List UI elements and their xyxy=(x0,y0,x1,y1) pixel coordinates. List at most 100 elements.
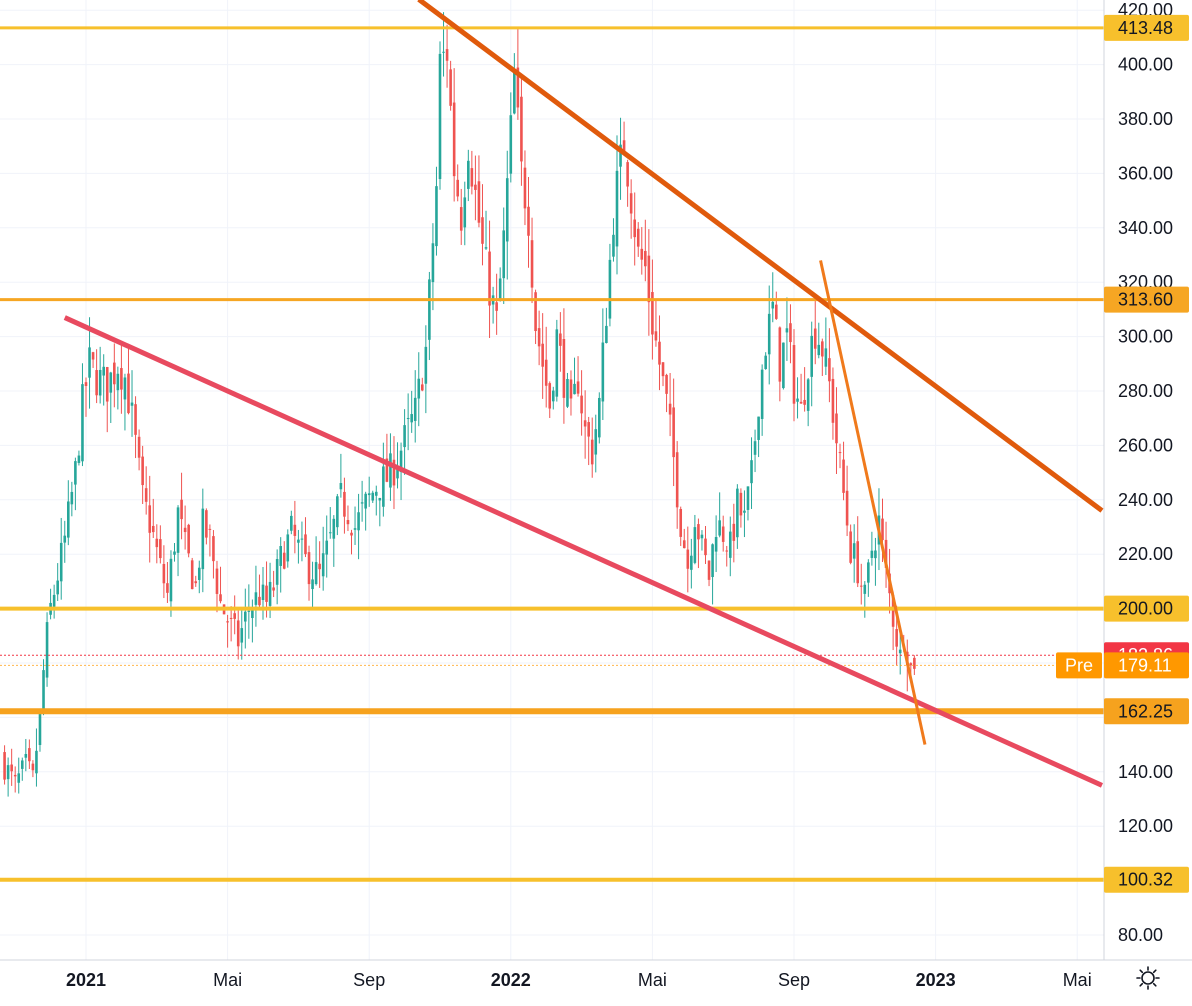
candle-22 xyxy=(81,363,84,467)
candle-93 xyxy=(332,515,336,567)
candle-34 xyxy=(123,373,127,431)
candle-174 xyxy=(619,117,622,200)
candle-17 xyxy=(63,520,67,563)
candle-81 xyxy=(290,510,293,535)
candle-185 xyxy=(658,315,661,391)
svg-text:Pre: Pre xyxy=(1065,655,1093,675)
x-tick-label-7: Mai xyxy=(1063,970,1092,990)
candle-32 xyxy=(116,366,120,410)
candle-51 xyxy=(183,505,187,550)
candle-33 xyxy=(120,344,123,414)
trendline-2[interactable] xyxy=(819,260,927,745)
candle-25 xyxy=(91,351,95,368)
candle-18 xyxy=(67,480,70,546)
candle-152 xyxy=(541,313,544,399)
candle-114 xyxy=(406,393,410,451)
candle-124 xyxy=(442,12,445,77)
candle-46 xyxy=(166,562,169,603)
candle-35 xyxy=(127,343,130,415)
candle-241 xyxy=(856,516,860,588)
candle-201 xyxy=(714,515,718,573)
candle-103 xyxy=(367,476,371,507)
candle-132 xyxy=(470,150,474,195)
candle-69 xyxy=(247,584,251,639)
candle-210 xyxy=(746,486,750,521)
candle-190 xyxy=(675,441,679,529)
candle-181 xyxy=(644,219,647,282)
candle-122 xyxy=(435,166,438,256)
candle-37 xyxy=(134,396,137,459)
x-tick-label-1: Mai xyxy=(213,970,242,990)
candle-107 xyxy=(382,442,385,517)
candlestick-series xyxy=(3,12,916,797)
candle-242 xyxy=(859,563,863,605)
candle-173 xyxy=(615,135,619,275)
x-tick-label-6: 2023 xyxy=(916,970,956,990)
price-axis-background xyxy=(1104,0,1192,960)
candle-239 xyxy=(849,524,852,565)
candle-2 xyxy=(10,748,13,786)
y-tick-label-13: 340.00 xyxy=(1118,218,1173,238)
y-tick-label-0: 80.00 xyxy=(1118,925,1163,945)
svg-text:179.11: 179.11 xyxy=(1118,655,1172,675)
candle-200 xyxy=(711,543,714,605)
candle-183 xyxy=(651,259,654,360)
candle-92 xyxy=(328,507,332,539)
candle-222 xyxy=(789,304,792,364)
y-tick-label-8: 240.00 xyxy=(1118,490,1173,510)
candle-182 xyxy=(647,229,651,336)
y-tick-label-2: 120.00 xyxy=(1118,816,1173,836)
candle-57 xyxy=(205,508,208,545)
trendline-1[interactable] xyxy=(417,0,1104,513)
candle-171 xyxy=(608,243,612,327)
candle-179 xyxy=(636,222,640,257)
candle-180 xyxy=(640,227,644,275)
candle-67 xyxy=(240,610,244,660)
candle-83 xyxy=(297,529,300,564)
settings-gear-icon[interactable] xyxy=(1136,966,1160,990)
y-tick-label-11: 300.00 xyxy=(1118,327,1173,347)
candle-72 xyxy=(258,574,261,609)
candle-231 xyxy=(821,338,824,376)
trendline-0[interactable] xyxy=(63,315,1104,788)
y-tick-label-7: 220.00 xyxy=(1118,544,1173,564)
candle-10 xyxy=(38,708,42,752)
candle-159 xyxy=(566,372,569,409)
candle-136 xyxy=(484,210,488,250)
candle-209 xyxy=(743,490,746,538)
candle-157 xyxy=(559,312,562,372)
candle-59 xyxy=(212,530,215,579)
candle-90 xyxy=(321,526,325,591)
candle-178 xyxy=(633,192,636,266)
candle-31 xyxy=(113,343,116,408)
price-axis[interactable]: 80.00100.00120.00140.00160.00180.00200.0… xyxy=(1056,0,1192,960)
candle-148 xyxy=(527,177,530,268)
candle-140 xyxy=(498,267,502,302)
candle-70 xyxy=(251,599,254,643)
time-axis[interactable]: 2021 Mai Sep 2022 Mai Sep 2023 Mai xyxy=(0,959,1192,1006)
candle-175 xyxy=(622,121,626,153)
candle-130 xyxy=(463,181,467,246)
candle-120 xyxy=(428,271,431,361)
candle-135 xyxy=(481,184,484,266)
candle-202 xyxy=(718,492,721,538)
candle-49 xyxy=(176,505,180,577)
candle-119 xyxy=(424,325,428,414)
candle-41 xyxy=(148,475,152,563)
candle-219 xyxy=(778,326,782,402)
candle-133 xyxy=(474,155,477,221)
candle-117 xyxy=(417,352,421,427)
candle-118 xyxy=(421,377,424,392)
candle-195 xyxy=(693,514,697,565)
candle-225 xyxy=(799,373,803,404)
candle-207 xyxy=(736,484,739,549)
candle-244 xyxy=(867,559,870,597)
candle-98 xyxy=(350,529,353,555)
svg-text:200.00: 200.00 xyxy=(1118,599,1173,619)
candle-99 xyxy=(353,506,357,545)
candle-39 xyxy=(141,445,144,504)
candle-9 xyxy=(35,728,38,787)
x-tick-label-3: 2022 xyxy=(491,970,531,990)
candle-156 xyxy=(555,319,559,402)
